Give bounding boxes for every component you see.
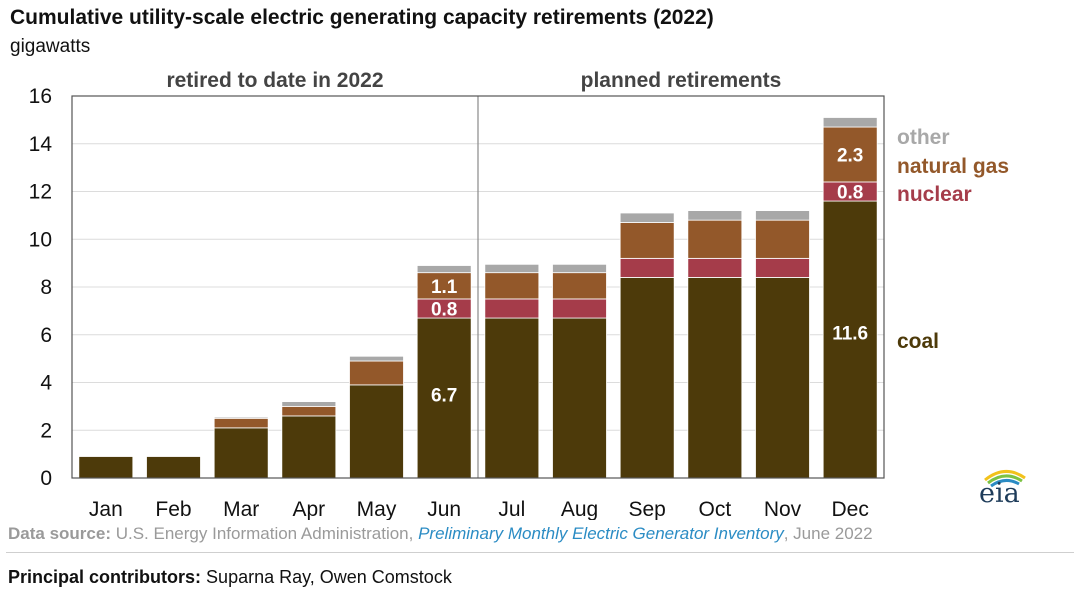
- bar-natural-gas-jul: [484, 272, 540, 300]
- x-tick-label: May: [357, 498, 397, 520]
- data-label: 6.7: [431, 386, 457, 407]
- bar-coal-feb: [146, 456, 201, 479]
- legend-natural-gas: natural gas: [897, 155, 1009, 178]
- x-tick-label: Feb: [155, 498, 191, 520]
- data-label: 0.8: [431, 299, 457, 320]
- section-headers: retired to date in 2022 planned retiremen…: [166, 69, 781, 478]
- bar-other-sep: [619, 212, 675, 223]
- bar-natural-gas-nov: [755, 219, 810, 259]
- bar-natural-gas-mar: [213, 417, 269, 429]
- legend: other natural gas nuclear coal: [897, 126, 1009, 353]
- section-header: planned retirements: [581, 69, 782, 92]
- x-tick-label: Aug: [561, 498, 598, 520]
- data-label: 0.8: [837, 183, 863, 204]
- bar-nuclear-sep: [619, 257, 675, 278]
- x-tick-label: Apr: [292, 498, 325, 520]
- footer-divider: [6, 552, 1074, 553]
- x-tick-label: Nov: [764, 498, 802, 520]
- legend-coal: coal: [897, 330, 939, 353]
- x-tick-label: Jul: [498, 498, 525, 520]
- data-labels: 6.70.81.111.60.82.3: [431, 145, 868, 406]
- x-axis-ticks: Jan Feb Mar Apr May Jun Jul Aug Sep Oct Nov Dec: [89, 498, 869, 520]
- bar-nuclear-aug: [552, 298, 607, 319]
- bar-natural-gas-apr: [281, 405, 337, 417]
- x-tick-label: Mar: [223, 498, 259, 520]
- data-source-publication-link[interactable]: Preliminary Monthly Electric Generator I…: [418, 524, 784, 543]
- contributors-label: Principal contributors:: [8, 567, 202, 587]
- x-tick-label: Jun: [427, 498, 461, 520]
- chart-title: Cumulative utility-scale electric genera…: [10, 6, 714, 29]
- legend-nuclear: nuclear: [897, 183, 972, 206]
- bar-coal-dec: [822, 200, 878, 479]
- data-source-label: Data source:: [8, 524, 111, 543]
- bar-other-may: [349, 355, 404, 362]
- bar-other-dec: [822, 117, 878, 128]
- x-tick-label: Jan: [89, 498, 123, 520]
- data-label: 11.6: [832, 324, 868, 345]
- bar-nuclear-oct: [687, 257, 743, 278]
- principal-contributors: Principal contributors: Suparna Ray, Owe…: [8, 567, 452, 588]
- contributors-names: Suparna Ray, Owen Comstock: [206, 567, 452, 587]
- bar-natural-gas-jun: [416, 272, 472, 300]
- x-tick-label: Dec: [831, 498, 868, 520]
- bar-other-jun: [416, 265, 472, 274]
- bar-natural-gas-aug: [552, 272, 607, 300]
- legend-other: other: [897, 126, 950, 149]
- bar-natural-gas-sep: [619, 222, 675, 259]
- eia-logo-icon: [984, 470, 1026, 488]
- plot-area-border: [71, 95, 885, 479]
- bar-coal-mar: [213, 427, 269, 479]
- bars: [78, 117, 878, 479]
- y-tick-label: 12: [29, 181, 52, 204]
- y-tick-label: 6: [40, 324, 52, 347]
- bar-coal-sep: [619, 277, 675, 479]
- section-header: retired to date in 2022: [166, 69, 383, 92]
- eia-logo-text: eia: [979, 478, 1020, 509]
- chart-subtitle-units: gigawatts: [10, 36, 91, 57]
- bar-coal-jan: [78, 456, 134, 479]
- bar-nuclear-nov: [755, 257, 810, 278]
- bar-other-oct: [687, 210, 743, 221]
- plot-frame: [71, 95, 885, 479]
- bar-coal-jul: [484, 317, 540, 479]
- bar-natural-gas-oct: [687, 219, 743, 259]
- y-tick-label: 2: [40, 419, 52, 442]
- data-source-text: U.S. Energy Information Administration,: [115, 524, 414, 543]
- bar-coal-aug: [552, 317, 607, 479]
- y-tick-label: 14: [29, 133, 53, 156]
- y-tick-label: 4: [40, 372, 52, 395]
- bar-other-nov: [755, 210, 810, 221]
- y-tick-label: 16: [29, 85, 52, 108]
- bar-coal-oct: [687, 277, 743, 479]
- bar-other-apr: [281, 401, 337, 407]
- y-tick-label: 10: [29, 228, 52, 251]
- data-source-date: , June 2022: [783, 524, 873, 543]
- y-axis-ticks: 0 2 4 6 8 10 12 14 16: [29, 85, 53, 490]
- bar-other-jul: [484, 263, 540, 274]
- bar-nuclear-jul: [484, 298, 540, 319]
- y-tick-label: 0: [40, 467, 52, 490]
- x-tick-label: Oct: [698, 498, 731, 520]
- y-tick-label: 8: [40, 276, 52, 299]
- bar-natural-gas-may: [349, 360, 404, 386]
- bar-coal-may: [349, 384, 404, 479]
- data-source: Data source: U.S. Energy Information Adm…: [8, 524, 873, 544]
- bar-coal-apr: [281, 415, 337, 479]
- data-label: 1.1: [431, 277, 458, 298]
- bar-coal-nov: [755, 277, 810, 479]
- bar-other-aug: [552, 263, 607, 274]
- x-tick-label: Sep: [628, 498, 665, 520]
- data-label: 2.3: [837, 145, 863, 166]
- bar-other-mar: [213, 416, 269, 419]
